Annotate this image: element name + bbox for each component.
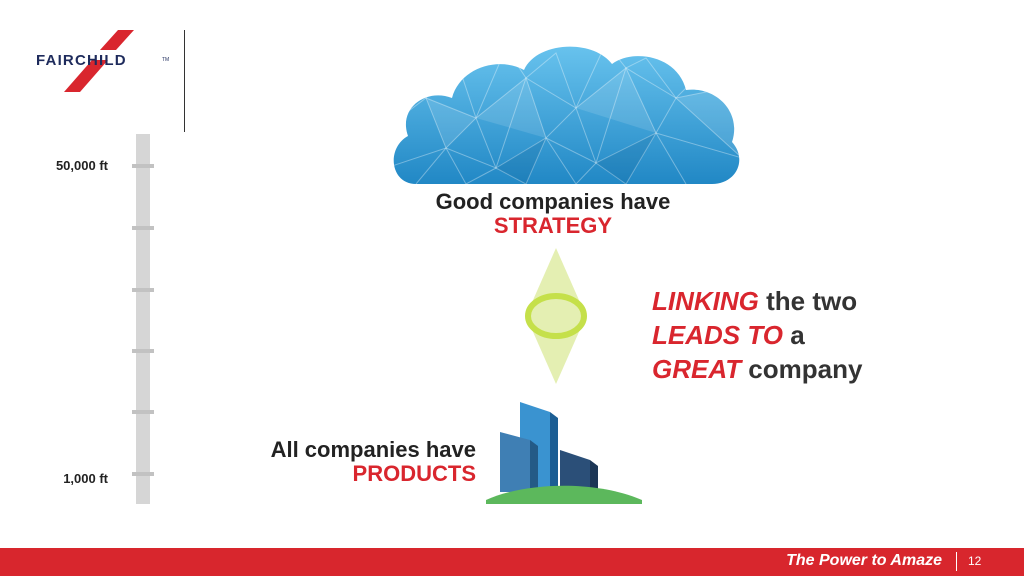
- altitude-bottom-label: 1,000 ft: [63, 471, 108, 486]
- footer-slogan: The Power to Amaze: [786, 552, 942, 569]
- leads-to-emph: LEADS TO: [652, 320, 783, 350]
- leads-to-rest: a: [782, 320, 805, 350]
- page-number: 12: [968, 554, 982, 568]
- linking-statement: LINKING the two LEADS TO a GREAT company: [652, 284, 972, 386]
- buildings-icon: [486, 402, 642, 504]
- linking-rest: the two: [758, 286, 858, 316]
- products-keyword: PRODUCTS: [352, 461, 476, 486]
- altitude-top-label: 50,000 ft: [55, 158, 108, 173]
- logo-tm-mark: TM: [162, 57, 170, 63]
- footer-separator: [956, 552, 957, 571]
- great-rest: company: [741, 354, 863, 384]
- linking-line-1: LINKING the two: [652, 284, 972, 318]
- linking-line-2: LEADS TO a: [652, 318, 972, 352]
- ruler-tick: [132, 288, 154, 292]
- footer-bar: The Power to Amaze 12: [0, 548, 1024, 576]
- ruler-tick: [132, 472, 154, 476]
- linking-line-3: GREAT company: [652, 352, 972, 386]
- cloud-icon: [393, 46, 740, 184]
- ruler-tick: [132, 349, 154, 353]
- fairchild-stripes-icon: [64, 30, 134, 92]
- altitude-ruler: [136, 134, 150, 504]
- ruler-tick: [132, 164, 154, 168]
- header-divider: [184, 30, 185, 132]
- ruler-tick: [132, 226, 154, 230]
- great-emph: GREAT: [652, 354, 742, 384]
- strategy-keyword: STRATEGY: [493, 213, 613, 238]
- ruler-tick: [132, 410, 154, 414]
- fairchild-logo: FAIRCHILD TM: [34, 30, 170, 92]
- logo-brand-text: FAIRCHILD: [36, 52, 127, 69]
- products-heading: All companies have: [270, 437, 476, 462]
- strategy-heading: Good companies have: [435, 189, 671, 214]
- link-ring-icon: [525, 248, 587, 384]
- linking-emph: LINKING: [652, 286, 759, 316]
